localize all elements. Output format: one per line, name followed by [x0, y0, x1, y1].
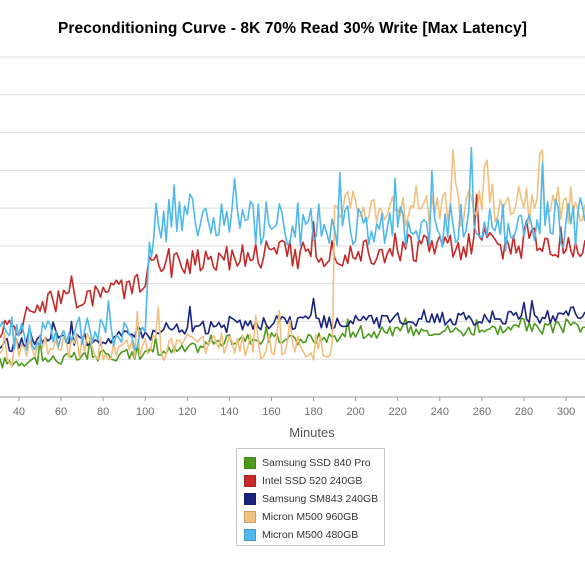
- legend-item: Micron M500 960GB: [244, 508, 384, 526]
- legend-label: Intel SSD 520 240GB: [262, 475, 363, 487]
- series-line-2: [0, 193, 585, 339]
- x-tick-label: 220: [389, 406, 407, 418]
- grid-layer: [0, 56, 585, 360]
- legend-swatch: [244, 529, 256, 541]
- legend-item: Intel SSD 520 240GB: [244, 472, 384, 490]
- legend-label: Samsung SM843 240GB: [262, 493, 379, 505]
- x-tick-label: 280: [515, 406, 533, 418]
- legend-swatch: [244, 511, 256, 523]
- series-line-4: [0, 149, 585, 367]
- x-tick-label: 60: [55, 406, 67, 418]
- legend-swatch: [244, 493, 256, 505]
- legend-swatch: [244, 475, 256, 487]
- series-line-5: [0, 146, 585, 352]
- x-tick-label: 260: [473, 406, 491, 418]
- legend: Samsung SSD 840 Pro Intel SSD 520 240GB Sa…: [236, 448, 385, 546]
- legend-item: Samsung SM843 240GB: [244, 490, 384, 508]
- legend-label: Micron M500 960GB: [262, 511, 359, 523]
- x-tick-label: 180: [304, 406, 322, 418]
- legend-label: Micron M500 480GB: [262, 529, 359, 541]
- x-tick-label: 160: [262, 406, 280, 418]
- chart-title: Preconditioning Curve - 8K 70% Read 30% …: [57, 20, 527, 37]
- legend-item: Samsung SSD 840 Pro: [244, 454, 384, 472]
- axis-layer: 40 60 80 100 120 140 160 180 200 220 240 260 280 300 M…: [0, 396, 585, 440]
- x-tick-label: 100: [136, 406, 154, 418]
- x-tick-label: 300: [557, 406, 575, 418]
- legend-label: Samsung SSD 840 Pro: [262, 457, 371, 469]
- x-tick-label: 200: [346, 406, 364, 418]
- legend-item: Micron M500 480GB: [244, 526, 384, 544]
- x-tick-label: 240: [431, 406, 449, 418]
- legend-swatch: [244, 457, 256, 469]
- x-tick-label: 120: [178, 406, 196, 418]
- series-line-3: [0, 297, 585, 353]
- x-axis-title: Minutes: [289, 425, 335, 440]
- x-tick-label: 80: [97, 406, 109, 418]
- series-layer: [0, 146, 585, 369]
- x-tick-label: 40: [13, 406, 25, 418]
- x-tick-label: 140: [220, 406, 238, 418]
